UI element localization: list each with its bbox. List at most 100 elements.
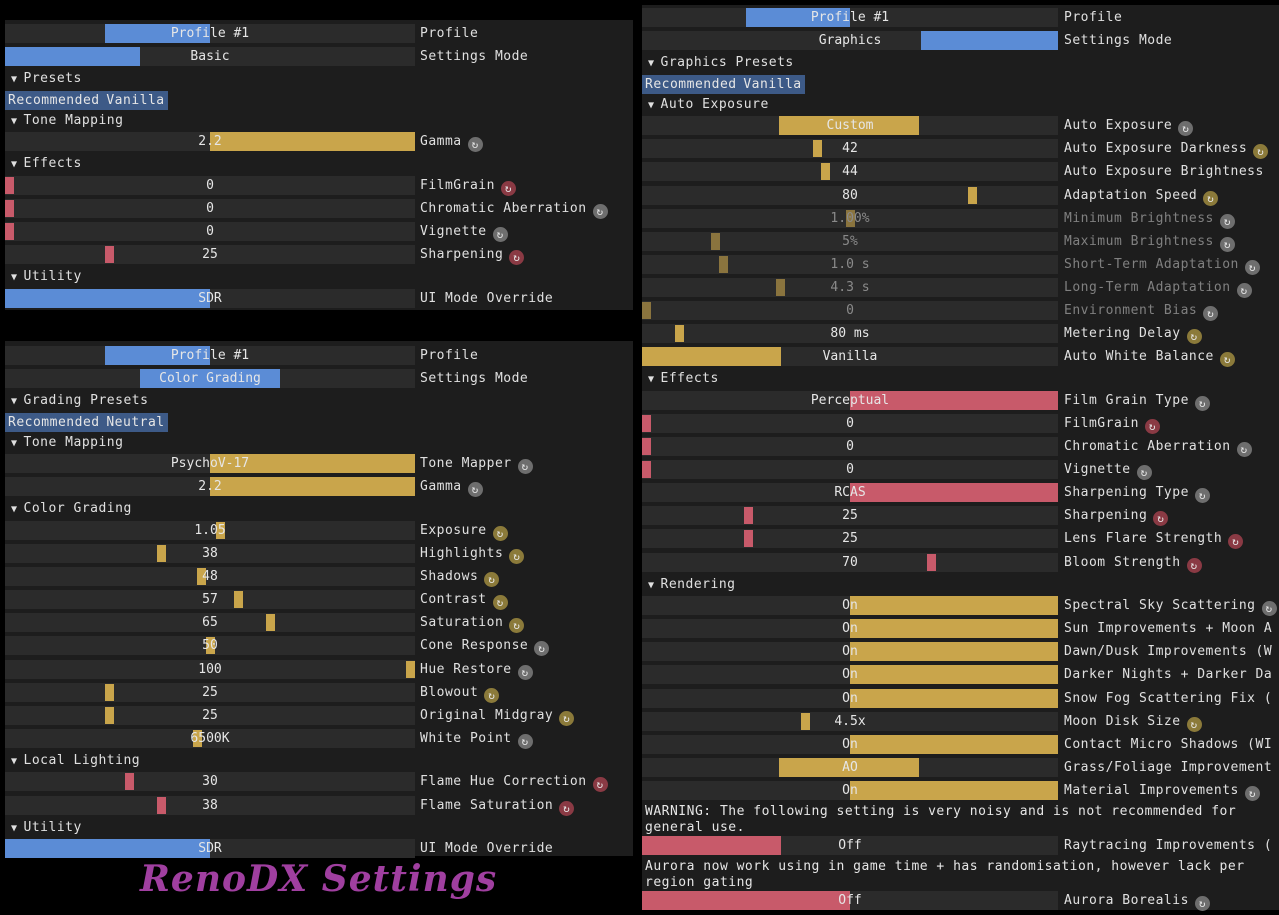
ui-mode-override-slider[interactable]: SDR bbox=[5, 288, 415, 308]
collapse-triangle-icon[interactable]: ▼ bbox=[11, 437, 18, 449]
reset-icon[interactable]: ↻ bbox=[1244, 259, 1260, 275]
slider-handle[interactable] bbox=[812, 140, 822, 158]
settings-mode-slider[interactable]: Basic bbox=[5, 47, 415, 67]
slider-handle[interactable] bbox=[642, 414, 651, 432]
slider-handle[interactable] bbox=[157, 796, 167, 814]
chromatic-aberration-slider[interactable]: 0 bbox=[5, 198, 415, 218]
preset-button-recommended[interactable]: Recommended bbox=[5, 412, 103, 432]
slider-handle[interactable] bbox=[642, 438, 651, 455]
section-header-effects[interactable]: ▼ Effects bbox=[648, 369, 719, 389]
short-term-adaptation-slider[interactable]: 1.0 s bbox=[642, 254, 1058, 274]
auto-exposure-darkness-slider[interactable]: 42 bbox=[642, 139, 1058, 159]
section-header-local-lighting[interactable]: ▼ Local Lighting bbox=[11, 751, 140, 771]
slider-handle[interactable] bbox=[776, 278, 786, 296]
collapse-triangle-icon[interactable]: ▼ bbox=[11, 504, 18, 516]
minimum-brightness-slider[interactable]: 1.00% bbox=[642, 208, 1058, 228]
aurora-borealis-slider[interactable]: Off bbox=[642, 891, 1058, 911]
environment-bias-slider[interactable]: 0 bbox=[642, 301, 1058, 320]
collapse-triangle-icon[interactable]: ▼ bbox=[11, 822, 18, 834]
section-header-grading-presets[interactable]: ▼ Grading Presets bbox=[11, 391, 148, 411]
slider-handle[interactable] bbox=[967, 186, 977, 204]
reset-icon[interactable]: ↻ bbox=[484, 687, 500, 703]
slider-handle[interactable] bbox=[642, 461, 651, 479]
long-term-adaptation-slider[interactable]: 4.3 s bbox=[642, 277, 1058, 297]
collapse-triangle-icon[interactable]: ▼ bbox=[11, 159, 18, 171]
gamma-slider[interactable]: 2.2 bbox=[5, 132, 415, 152]
white-point-slider[interactable]: 6500K bbox=[5, 728, 415, 748]
reset-icon[interactable]: ↻ bbox=[1153, 511, 1169, 527]
flame-hue-correction-slider[interactable]: 30 bbox=[5, 772, 415, 792]
slider-handle[interactable] bbox=[674, 325, 684, 343]
slider-handle[interactable] bbox=[743, 507, 753, 525]
reset-icon[interactable]: ↻ bbox=[559, 710, 575, 726]
slider-handle[interactable] bbox=[642, 302, 651, 319]
collapse-triangle-icon[interactable]: ▼ bbox=[11, 755, 18, 767]
blowout-slider[interactable]: 25 bbox=[5, 682, 415, 702]
adaptation-speed-slider[interactable]: 80 bbox=[642, 185, 1058, 205]
slider-handle[interactable] bbox=[711, 232, 721, 250]
contrast-slider[interactable]: 57 bbox=[5, 590, 415, 610]
grass-foliage-improvement-slider[interactable]: AO bbox=[642, 757, 1058, 777]
reset-icon[interactable]: ↻ bbox=[1236, 282, 1252, 298]
slider-handle[interactable] bbox=[926, 553, 936, 571]
section-header-utility[interactable]: ▼ Utility bbox=[11, 818, 82, 838]
reset-icon[interactable]: ↻ bbox=[517, 459, 533, 475]
lens-flare-strength-slider[interactable]: 25 bbox=[642, 529, 1058, 549]
sharpening-slider[interactable]: 25 bbox=[642, 506, 1058, 526]
reset-icon[interactable]: ↻ bbox=[467, 482, 483, 498]
reset-icon[interactable]: ↻ bbox=[1194, 395, 1210, 411]
vignette-slider[interactable]: 0 bbox=[642, 460, 1058, 480]
reset-icon[interactable]: ↻ bbox=[492, 227, 508, 242]
reset-icon[interactable]: ↻ bbox=[517, 733, 533, 749]
metering-delay-slider[interactable]: 80 ms bbox=[642, 324, 1058, 344]
preset-button-neutral[interactable]: Neutral bbox=[103, 412, 168, 432]
maximum-brightness-slider[interactable]: 5% bbox=[642, 231, 1058, 251]
slider-handle[interactable] bbox=[265, 614, 275, 632]
section-header-tone-mapping[interactable]: ▼ Tone Mapping bbox=[11, 111, 123, 131]
slider-handle[interactable] bbox=[5, 223, 14, 240]
profile-slider[interactable]: Profile #1 bbox=[642, 8, 1058, 27]
slider-handle[interactable] bbox=[215, 521, 225, 539]
auto-white-balance-slider[interactable]: Vanilla bbox=[642, 347, 1058, 367]
flame-saturation-slider[interactable]: 38 bbox=[5, 795, 415, 815]
gamma-slider[interactable]: 2.2 bbox=[5, 477, 415, 497]
slider-handle[interactable] bbox=[5, 176, 14, 194]
filmgrain-slider[interactable]: 0 bbox=[5, 175, 415, 195]
reset-icon[interactable]: ↻ bbox=[1194, 488, 1210, 504]
slider-handle[interactable] bbox=[406, 660, 415, 678]
reset-icon[interactable]: ↻ bbox=[1186, 557, 1202, 573]
reset-icon[interactable]: ↻ bbox=[509, 618, 525, 634]
filmgrain-slider[interactable]: 0 bbox=[642, 413, 1058, 433]
reset-icon[interactable]: ↻ bbox=[1178, 121, 1194, 137]
auto-exposure-brightness-slider[interactable]: 44 bbox=[642, 162, 1058, 182]
slider-handle[interactable] bbox=[193, 729, 203, 747]
darker-nights-darker-da-slider[interactable]: On bbox=[642, 665, 1058, 685]
spectral-sky-scattering-slider[interactable]: On bbox=[642, 596, 1058, 616]
collapse-triangle-icon[interactable]: ▼ bbox=[11, 396, 18, 408]
reset-icon[interactable]: ↻ bbox=[1253, 144, 1269, 160]
slider-handle[interactable] bbox=[197, 568, 207, 586]
section-header-presets[interactable]: ▼ Presets bbox=[11, 69, 82, 89]
tone-mapper-slider[interactable]: PsychoV-17 bbox=[5, 454, 415, 474]
slider-handle[interactable] bbox=[125, 773, 135, 791]
film-grain-type-slider[interactable]: Perceptual bbox=[642, 390, 1058, 410]
collapse-triangle-icon[interactable]: ▼ bbox=[648, 58, 655, 70]
section-header-color-grading[interactable]: ▼ Color Grading bbox=[11, 499, 132, 519]
snow-fog-scattering-fix-slider[interactable]: On bbox=[642, 688, 1058, 708]
reset-icon[interactable]: ↻ bbox=[509, 549, 525, 564]
reset-icon[interactable]: ↻ bbox=[1219, 213, 1235, 229]
slider-handle[interactable] bbox=[105, 683, 115, 701]
collapse-triangle-icon[interactable]: ▼ bbox=[11, 115, 18, 127]
preset-button-recommended[interactable]: Recommended bbox=[5, 90, 103, 110]
preset-button-vanilla[interactable]: Vanilla bbox=[740, 74, 805, 94]
reset-icon[interactable]: ↻ bbox=[1219, 352, 1235, 368]
reset-icon[interactable]: ↻ bbox=[1186, 329, 1202, 345]
reset-icon[interactable]: ↻ bbox=[534, 641, 550, 657]
chromatic-aberration-slider[interactable]: 0 bbox=[642, 437, 1058, 456]
slider-handle[interactable] bbox=[157, 545, 167, 562]
collapse-triangle-icon[interactable]: ▼ bbox=[648, 374, 655, 386]
settings-mode-slider[interactable]: Graphics bbox=[642, 31, 1058, 51]
collapse-triangle-icon[interactable]: ▼ bbox=[11, 74, 18, 86]
reset-icon[interactable]: ↻ bbox=[1186, 716, 1202, 732]
reset-icon[interactable]: ↻ bbox=[1236, 442, 1252, 457]
